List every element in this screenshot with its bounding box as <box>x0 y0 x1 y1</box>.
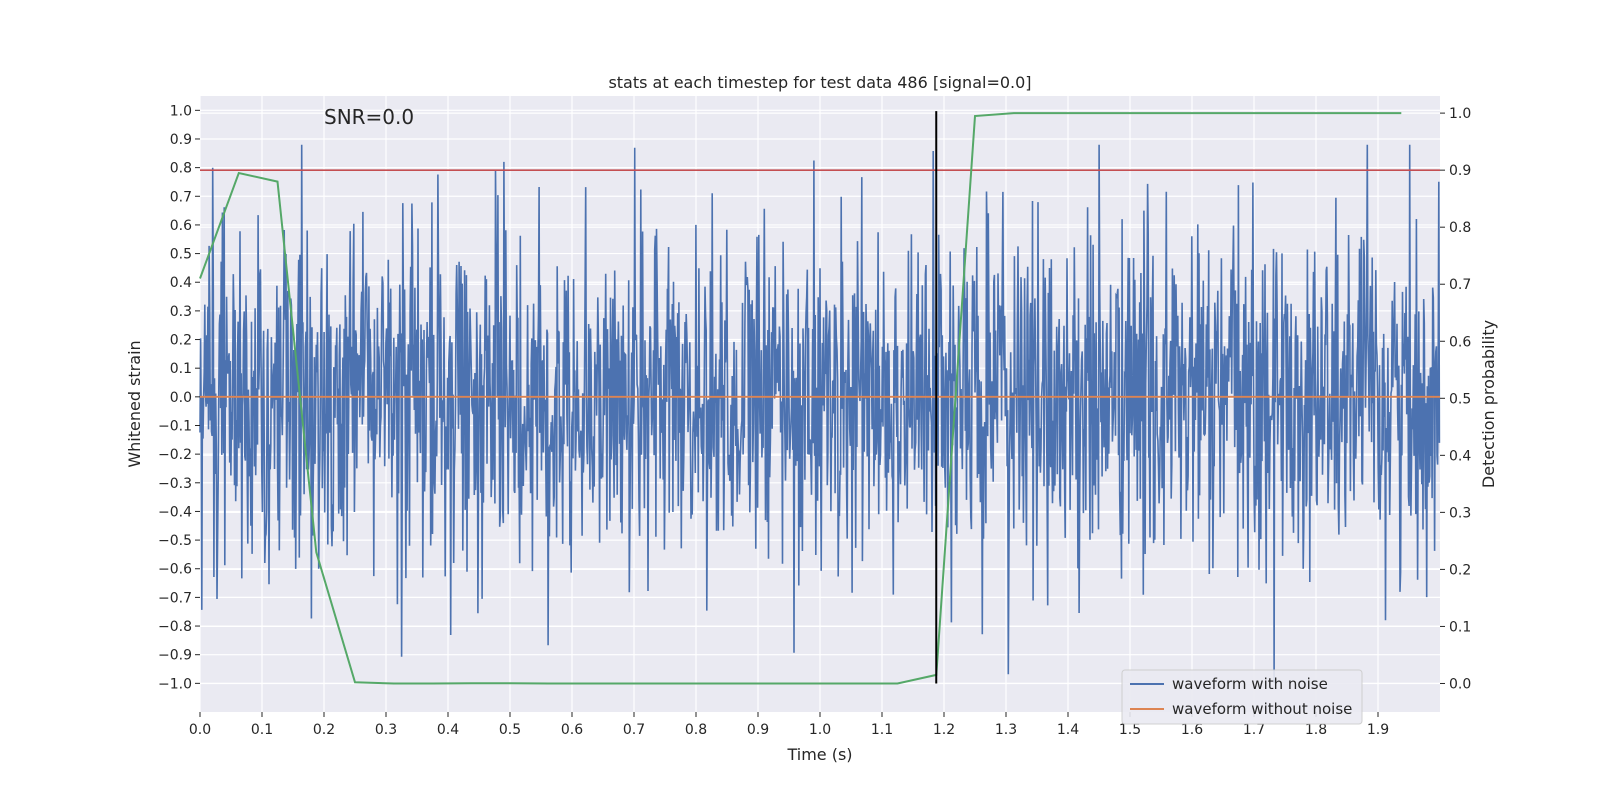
x-axis-ticks: 0.0 0.1 0.2 0.3 0.4 0.5 0.6 0.7 0.8 0.9 1.0 1.1 1.2 1… <box>189 712 1389 738</box>
x-tick-label: 0.1 <box>251 722 273 738</box>
y-left-tick-label: −0.1 <box>158 418 192 434</box>
y-right-tick-label: 0.8 <box>1449 220 1471 236</box>
legend-label-clean: waveform without noise <box>1172 700 1352 718</box>
y-left-tick-label: 0.7 <box>170 189 192 205</box>
y-left-tick-label: 0.3 <box>170 304 192 320</box>
chart-title: stats at each timestep for test data 486… <box>608 73 1031 92</box>
x-tick-label: 1.6 <box>1181 722 1203 738</box>
x-tick-label: 0.8 <box>685 722 707 738</box>
legend: waveform with noise waveform without noi… <box>1121 669 1363 725</box>
legend-box <box>1121 669 1363 725</box>
y-right-tick-label: 0.4 <box>1449 448 1471 464</box>
y-right-tick-label: 0.0 <box>1449 676 1471 692</box>
x-tick-label: 1.5 <box>1119 722 1141 738</box>
x-tick-label: 1.4 <box>1057 722 1079 738</box>
x-tick-label: 1.0 <box>809 722 831 738</box>
x-tick-label: 1.8 <box>1305 722 1327 738</box>
x-tick-label: 1.1 <box>871 722 893 738</box>
y-left-tick-label: −0.9 <box>158 648 192 664</box>
y-right-tick-label: 0.7 <box>1449 277 1471 293</box>
y-left-tick-label: −0.7 <box>158 590 192 606</box>
y-left-axis-label: Whitened strain <box>125 340 144 467</box>
y-right-axis-label: Detection probability <box>1479 320 1498 488</box>
y-right-tick-label: 0.3 <box>1449 505 1471 521</box>
y-left-tick-label: −0.2 <box>158 447 192 463</box>
y-left-tick-label: 1.0 <box>170 103 192 119</box>
y-left-tick-label: 0.1 <box>170 361 192 377</box>
y-left-tick-label: −0.8 <box>158 619 192 635</box>
y-right-tick-label: 0.9 <box>1449 163 1471 179</box>
x-tick-label: 0.0 <box>189 722 211 738</box>
y-left-tick-label: −0.6 <box>158 562 192 578</box>
x-tick-label: 0.3 <box>375 722 397 738</box>
snr-annotation: SNR=0.0 <box>324 105 414 129</box>
x-tick-label: 0.4 <box>437 722 459 738</box>
x-tick-label: 0.5 <box>499 722 521 738</box>
y-left-tick-label: −0.5 <box>158 533 192 549</box>
x-tick-label: 1.7 <box>1243 722 1265 738</box>
y-left-tick-label: −1.0 <box>158 676 192 692</box>
y-left-tick-label: 0.9 <box>170 132 192 148</box>
y-left-tick-label: 0.8 <box>170 161 192 177</box>
y-right-axis-ticks: 1.0 0.9 0.8 0.7 0.6 0.5 0.4 0.3 0.2 0.1 0.0 <box>1440 106 1471 692</box>
y-right-tick-label: 0.5 <box>1449 391 1471 407</box>
y-left-tick-label: 0.5 <box>170 247 192 263</box>
y-left-tick-label: 0.2 <box>170 333 192 349</box>
y-left-tick-label: 0.6 <box>170 218 192 234</box>
y-left-tick-label: −0.4 <box>158 504 192 520</box>
y-left-tick-label: −0.3 <box>158 476 192 492</box>
y-right-tick-label: 0.2 <box>1449 562 1471 578</box>
y-right-tick-label: 0.6 <box>1449 334 1471 350</box>
y-right-tick-label: 1.0 <box>1449 106 1471 122</box>
x-tick-label: 1.9 <box>1367 722 1389 738</box>
y-left-tick-label: 0.0 <box>170 390 192 406</box>
x-tick-label: 0.6 <box>561 722 583 738</box>
x-tick-label: 1.2 <box>933 722 955 738</box>
legend-label-noise: waveform with noise <box>1172 675 1328 693</box>
x-axis-label: Time (s) <box>786 745 852 764</box>
detection-probability-line <box>199 112 1402 685</box>
detection-probability-series <box>199 112 1402 685</box>
y-left-axis-ticks: 1.0 0.9 0.8 0.7 0.6 0.5 0.4 0.3 0.2 0.1 0.0 −0.1 −0.… <box>158 103 200 692</box>
x-tick-label: 1.3 <box>995 722 1017 738</box>
x-tick-label: 0.2 <box>313 722 335 738</box>
y-right-tick-label: 0.1 <box>1449 619 1471 635</box>
x-tick-label: 0.9 <box>747 722 769 738</box>
x-tick-label: 0.7 <box>623 722 645 738</box>
y-left-tick-label: 0.4 <box>170 275 192 291</box>
